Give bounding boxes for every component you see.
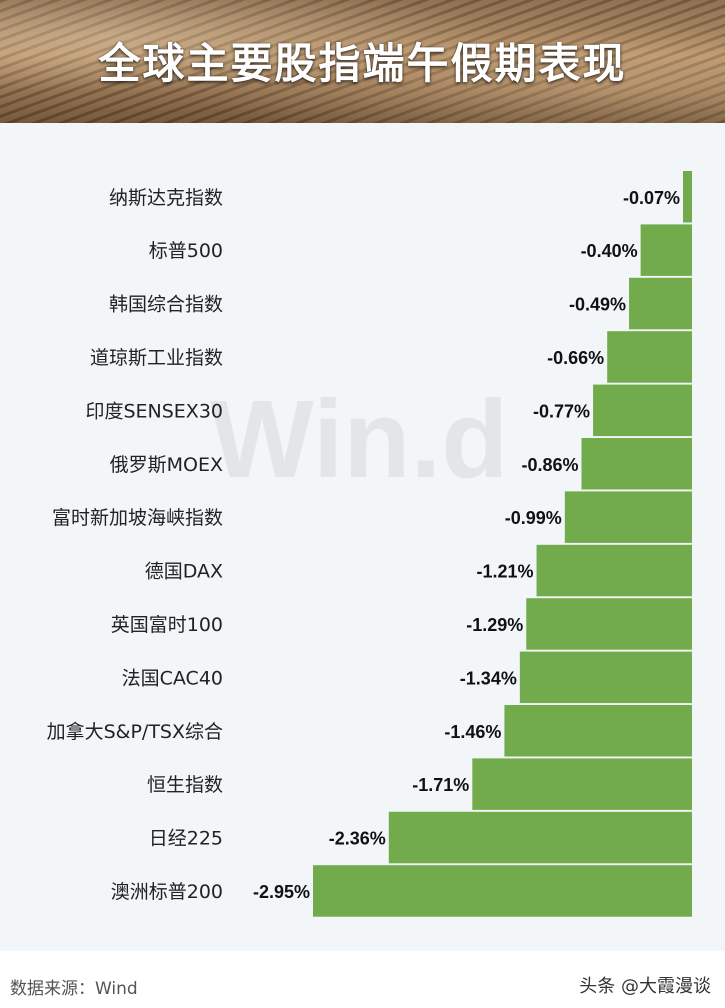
data-source: 数据来源：Wind [10, 979, 138, 999]
bar-1 [640, 224, 692, 276]
bar-3 [607, 331, 692, 383]
bar-6 [564, 491, 692, 543]
value-label-8: -1.29% [466, 615, 523, 635]
value-label-1: -0.40% [581, 241, 638, 261]
category-label-2: 韩国综合指数 [109, 294, 223, 316]
value-label-2: -0.49% [569, 295, 626, 315]
category-label-11: 恒生指数 [147, 774, 223, 796]
value-label-13: -2.95% [253, 882, 310, 902]
bar-5 [581, 438, 692, 490]
page-title: 全球主要股指端午假期表现 [98, 39, 627, 88]
category-label-8: 英国富时100 [111, 614, 223, 636]
value-label-6: -0.99% [505, 508, 562, 528]
category-label-0: 纳斯达克指数 [109, 187, 223, 209]
header-banner: 全球主要股指端午假期表现 [0, 0, 725, 123]
credit-label: 头条 @大霞漫谈 [579, 976, 711, 997]
value-label-12: -2.36% [329, 829, 386, 849]
category-label-6: 富时新加坡海峡指数 [52, 507, 223, 529]
value-label-3: -0.66% [547, 348, 604, 368]
bar-4 [593, 384, 692, 437]
bar-7 [536, 544, 692, 597]
category-label-3: 道琼斯工业指数 [90, 347, 223, 369]
category-label-12: 日经225 [149, 828, 223, 850]
value-label-7: -1.21% [476, 562, 533, 582]
category-label-5: 俄罗斯MOEX [110, 454, 223, 476]
bar-13 [313, 865, 692, 917]
category-label-10: 加拿大S&P/TSX综合 [47, 720, 223, 743]
bar-8 [526, 598, 692, 650]
category-label-7: 德国DAX [145, 561, 223, 583]
value-label-9: -1.34% [460, 668, 517, 688]
category-label-9: 法国CAC40 [122, 667, 223, 689]
bar-9 [519, 651, 692, 704]
category-label-4: 印度SENSEX30 [85, 400, 223, 422]
bar-10 [504, 705, 692, 757]
bar-11 [472, 758, 692, 810]
value-label-4: -0.77% [533, 401, 590, 421]
value-label-10: -1.46% [444, 722, 501, 742]
value-label-0: -0.07% [623, 188, 680, 208]
category-label-1: 标普500 [149, 240, 223, 262]
category-label-13: 澳洲标普200 [111, 881, 223, 903]
bar-2 [629, 277, 692, 330]
bar-12 [388, 811, 692, 864]
bar-0 [683, 171, 692, 223]
value-label-11: -1.71% [412, 775, 469, 795]
value-label-5: -0.86% [521, 455, 578, 475]
